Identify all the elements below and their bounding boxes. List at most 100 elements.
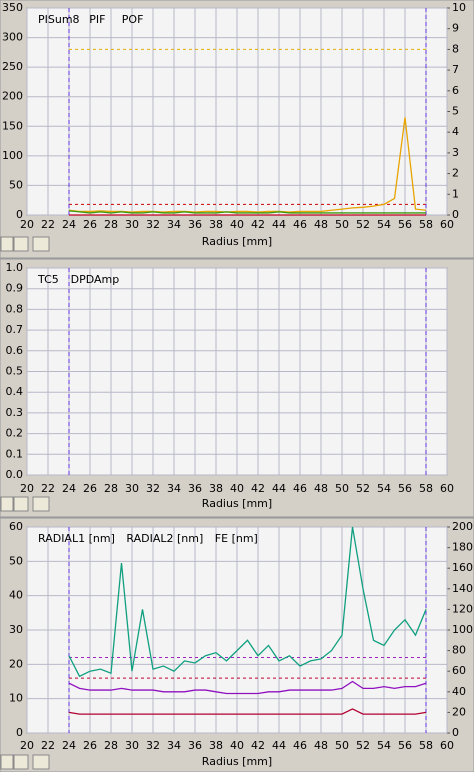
zoom-button[interactable] (0, 496, 14, 512)
x-tick-label: 28 (104, 482, 118, 495)
zoom-button[interactable] (0, 236, 14, 252)
x-tick-label: 32 (146, 739, 160, 752)
y-tick-label: 0.3 (6, 406, 24, 419)
y-tick-label: 0.9 (6, 282, 24, 295)
y2-tick-label: 1 (452, 187, 459, 200)
x-tick-label: 34 (167, 739, 181, 752)
y-tick-label: 30 (9, 623, 23, 636)
x-tick-label: 42 (251, 739, 265, 752)
x-tick-label: 20 (20, 739, 34, 752)
x-tick-label: 44 (272, 218, 286, 231)
y-tick-label: 20 (9, 657, 23, 670)
legend-entry: RADIAL1 [nm] (38, 532, 115, 545)
series-line (68, 680, 427, 695)
legend-entry: POF (122, 13, 144, 26)
x-tick-label: 60 (440, 482, 454, 495)
x-tick-label: 54 (377, 218, 391, 231)
y-tick-label: 350 (2, 1, 23, 14)
y2-tick-label: 7 (452, 63, 459, 76)
x-tick-label: 54 (377, 482, 391, 495)
x-axis-label: Radius [mm] (202, 755, 272, 768)
x-tick-label: 52 (356, 218, 370, 231)
y-tick-label: 60 (9, 520, 23, 533)
legend-entry: RADIAL2 [nm] (126, 532, 203, 545)
y2-tick-label: 200 (452, 520, 473, 533)
x-tick-label: 30 (125, 739, 139, 752)
x-tick-label: 50 (335, 739, 349, 752)
x-tick-label: 50 (335, 218, 349, 231)
x-tick-label: 32 (146, 482, 160, 495)
toolbar (0, 236, 50, 770)
y-tick-label: 40 (9, 589, 23, 602)
x-tick-label: 20 (20, 218, 34, 231)
y-tick-label: 0.6 (6, 344, 24, 357)
y-tick-label: 0.8 (6, 302, 24, 315)
x-tick-label: 48 (314, 739, 328, 752)
x-tick-label: 24 (62, 218, 76, 231)
y-tick-label: 1.0 (6, 261, 24, 274)
y2-tick-label: 10 (452, 1, 466, 14)
series-line (68, 708, 427, 715)
x-tick-label: 40 (230, 739, 244, 752)
y2-tick-label: 100 (452, 623, 473, 636)
x-tick-label: 44 (272, 739, 286, 752)
x-tick-label: 36 (188, 218, 202, 231)
x-tick-label: 26 (83, 218, 97, 231)
y2-tick-label: 140 (452, 582, 473, 595)
x-tick-label: 58 (419, 218, 433, 231)
x-tick-label: 54 (377, 739, 391, 752)
y2-tick-label: 0 (452, 208, 459, 221)
x-tick-label: 40 (230, 218, 244, 231)
series-line (68, 526, 427, 678)
y-tick-label: 50 (9, 554, 23, 567)
y2-tick-label: 6 (452, 84, 459, 97)
x-tick-label: 34 (167, 482, 181, 495)
x-tick-label: 26 (83, 739, 97, 752)
y2-tick-label: 5 (452, 105, 459, 118)
plus-button[interactable] (13, 236, 29, 252)
x-tick-label: 44 (272, 482, 286, 495)
x-tick-label: 22 (41, 482, 55, 495)
x-tick-label: 36 (188, 482, 202, 495)
y2-tick-label: 160 (452, 561, 473, 574)
pan-button[interactable] (32, 754, 50, 770)
x-tick-label: 24 (62, 482, 76, 495)
y-tick-label: 50 (9, 178, 23, 191)
plus-button[interactable] (13, 496, 29, 512)
x-tick-label: 46 (293, 482, 307, 495)
pan-button[interactable] (32, 236, 50, 252)
series-line (68, 210, 426, 214)
x-tick-label: 38 (209, 739, 223, 752)
plus-button[interactable] (13, 754, 29, 770)
y2-tick-label: 8 (452, 42, 459, 55)
legend-entry: PISum8 (38, 13, 80, 26)
x-tick-label: 50 (335, 482, 349, 495)
x-tick-label: 24 (62, 739, 76, 752)
x-tick-label: 34 (167, 218, 181, 231)
x-tick-label: 22 (41, 739, 55, 752)
y-tick-label: 0.0 (6, 468, 24, 481)
x-tick-label: 40 (230, 482, 244, 495)
x-tick-label: 42 (251, 482, 265, 495)
x-tick-label: 20 (20, 482, 34, 495)
x-tick-label: 48 (314, 218, 328, 231)
x-tick-label: 46 (293, 218, 307, 231)
y-tick-label: 0 (16, 726, 23, 739)
x-tick-label: 56 (398, 218, 412, 231)
x-tick-label: 58 (419, 482, 433, 495)
zoom-button[interactable] (0, 754, 14, 770)
y-tick-label: 10 (9, 692, 23, 705)
x-axis-label: Radius [mm] (202, 235, 272, 248)
x-tick-label: 48 (314, 482, 328, 495)
x-tick-label: 36 (188, 739, 202, 752)
x-tick-label: 22 (41, 218, 55, 231)
legend-entry: FE [nm] (215, 532, 258, 545)
y-tick-label: 200 (2, 90, 23, 103)
y-tick-label: 0.7 (6, 323, 24, 336)
x-tick-label: 38 (209, 218, 223, 231)
legend-entry: DPDAmp (71, 273, 120, 286)
pan-button[interactable] (32, 496, 50, 512)
y-tick-label: 0.4 (6, 385, 24, 398)
y2-tick-label: 9 (452, 22, 459, 35)
y-tick-label: 250 (2, 60, 23, 73)
